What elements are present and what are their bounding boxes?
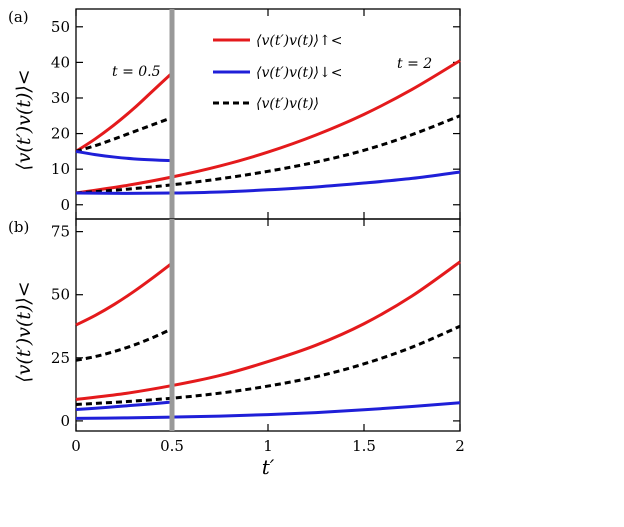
series-b-t2-4 [75,324,461,406]
series-b-t05-0 [75,261,173,327]
legend-label-down: ⟨v(t′)v(t)⟩↓< [256,65,342,81]
y-tick-label: 0 [60,412,70,430]
x-axis-label: t′ [262,455,275,479]
x-tick-label: 1.5 [352,437,376,455]
series-a-t2-3 [75,59,461,195]
legend-label-up: ⟨v(t′)v(t)⟩↑< [256,33,342,49]
y-tick-label: 20 [51,125,70,143]
series-b-t2-5 [75,401,461,420]
panel-b: 0 25 50 75 0 0.5 1 1.5 2 [51,218,465,455]
panel-b-series [75,260,461,420]
legend-label-total: ⟨v(t′)v(t)⟩ [256,96,319,112]
series-b-t05-1 [75,327,173,362]
y-tick-label: 50 [51,286,70,304]
series-b-t2-3 [75,260,461,401]
legend: ⟨v(t′)v(t)⟩↑< ⟨v(t′)v(t)⟩↓< ⟨v(t′)v(t)⟩ [213,33,342,112]
panel-a-axes: 0 10 20 30 40 50 [51,9,461,219]
y-tick-label: 40 [51,53,70,71]
y-tick-label: 0 [60,196,70,214]
x-tick-label: 0.5 [160,437,184,455]
y-tick-label: 25 [51,349,70,367]
y-tick-label: 10 [51,160,70,178]
y-tick-label: 50 [51,18,70,36]
x-tick-label: 2 [455,437,465,455]
panel-a-label: (a) [8,8,29,26]
series-a-t05-1 [75,116,173,153]
panel-b-ylabel: ⟨v(t′)v(t)⟩< [13,281,35,382]
annotation-t2: t = 2 [397,56,432,72]
series-a-t05-0 [75,71,174,153]
y-tick-label: 30 [51,89,70,107]
y-tick-label: 75 [51,223,70,241]
series-b-t05-2 [75,400,173,412]
panel-b-label: (b) [8,218,29,236]
panel-a-ylabel: ⟨v(t′)v(t)⟩< [13,69,35,170]
x-tick-label: 1 [263,437,273,455]
series-a-t2-5 [75,170,461,195]
series-a-t2-4 [75,114,461,195]
panel-a: 0 10 20 30 40 50 [51,8,461,220]
annotation-t05: t = 0.5 [112,64,161,80]
panel-b-axes: 0 25 50 75 0 0.5 1 1.5 2 [51,219,465,455]
x-tick-label: 0 [71,437,81,455]
series-a-t05-2 [75,149,173,163]
panel-a-series [75,59,461,195]
panel-b-frame [75,218,461,432]
